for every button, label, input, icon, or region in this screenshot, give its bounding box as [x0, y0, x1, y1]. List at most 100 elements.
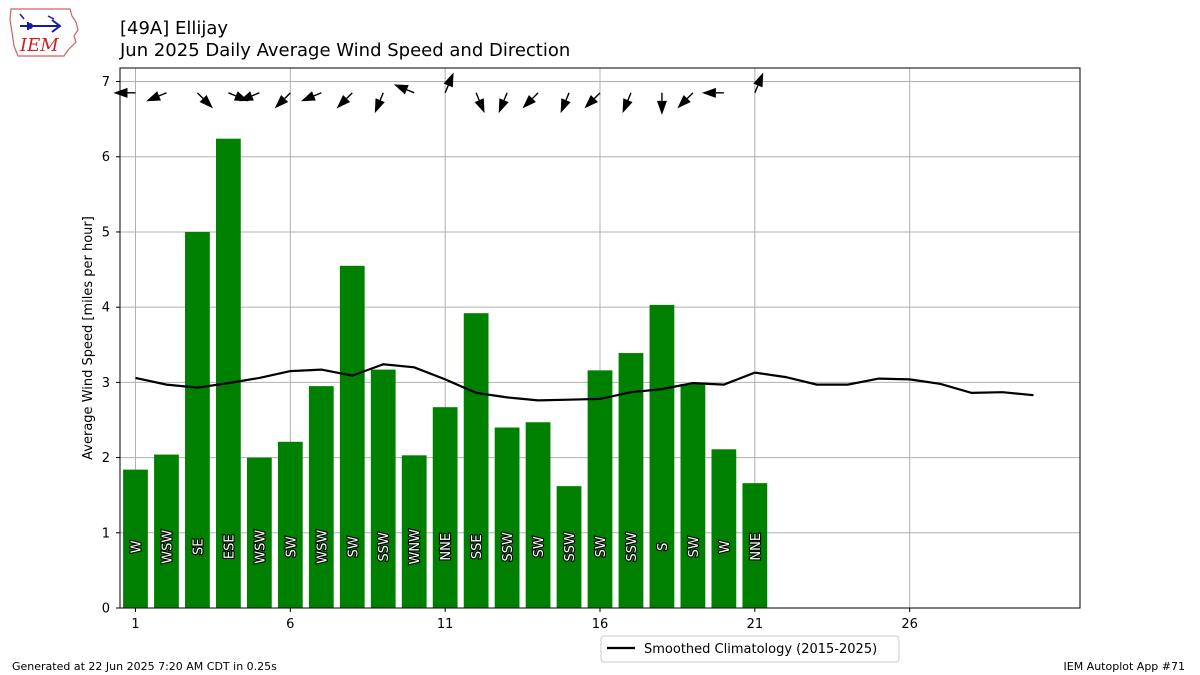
arrow-head: [443, 72, 454, 88]
arrow-head: [474, 98, 485, 114]
arrow-head: [498, 98, 509, 114]
direction-label: WSW: [315, 530, 330, 564]
direction-label: SSW: [501, 532, 516, 562]
wind-arrow: [274, 92, 291, 109]
app-note: IEM Autoplot App #71: [1063, 660, 1186, 673]
arrow-shaft: [503, 92, 508, 101]
arrow-shaft: [565, 92, 570, 101]
wind-arrow: [584, 92, 601, 109]
arrow-shaft: [228, 92, 237, 97]
climatology-line-group: [135, 363, 1034, 402]
bar: [370, 369, 396, 608]
arrow-shaft: [475, 92, 480, 101]
y-tick-label: 5: [102, 225, 110, 240]
direction-label: SW: [594, 536, 609, 557]
arrow-head: [336, 94, 351, 109]
arrow-head: [522, 94, 536, 109]
bar: [216, 138, 241, 608]
x-tick-label: 16: [592, 617, 609, 632]
wind-arrow: [622, 92, 633, 114]
y-axis-label: Average Wind Speed [miles per hour]: [81, 216, 96, 460]
bar: [494, 427, 520, 608]
bar: [123, 469, 148, 608]
direction-label: SSW: [377, 532, 392, 562]
x-tick-label: 26: [901, 617, 918, 632]
arrow-head: [701, 87, 716, 98]
wind-arrow: [498, 92, 509, 114]
wind-arrow: [239, 91, 260, 102]
direction-label: SW: [346, 536, 361, 557]
wind-arrow: [196, 92, 213, 109]
bar: [618, 353, 644, 608]
wind-arrow: [300, 91, 322, 102]
arrow-head: [274, 94, 289, 109]
bar: [154, 454, 179, 608]
x-tick-label: 21: [747, 617, 764, 632]
arrow-head: [584, 94, 598, 109]
direction-label: NNE: [749, 533, 764, 561]
bar: [742, 483, 768, 608]
y-tick-label: 4: [102, 301, 110, 316]
arrow-shaft: [196, 92, 204, 99]
direction-label: WSW: [160, 530, 175, 564]
arrow-head: [622, 98, 633, 114]
arrow-head: [393, 84, 409, 95]
arrow-shaft: [284, 92, 291, 99]
arrow-head: [199, 94, 213, 109]
generated-note: Generated at 22 Jun 2025 7:20 AM CDT in …: [12, 660, 277, 673]
bar: [401, 455, 427, 608]
bar: [680, 383, 706, 608]
bar: [432, 407, 458, 608]
arrow-head: [677, 94, 691, 109]
arrow-shaft: [346, 92, 353, 99]
y-tick-label: 2: [102, 451, 110, 466]
direction-label: W: [718, 540, 733, 553]
bar: [339, 265, 365, 608]
x-tick-label: 11: [437, 617, 454, 632]
arrow-shaft: [379, 92, 384, 101]
direction-label: WNW: [408, 529, 423, 565]
y-tick-label: 3: [102, 376, 110, 391]
y-tick-label: 0: [102, 602, 110, 617]
bar: [587, 370, 613, 608]
bar: [649, 304, 675, 608]
direction-label: W: [129, 540, 144, 553]
wind-arrow: [701, 87, 724, 98]
bar: [185, 231, 210, 608]
bar: [277, 441, 303, 608]
wind-arrow: [393, 84, 415, 95]
direction-label: ESE: [222, 534, 237, 559]
arrow-shaft: [627, 92, 632, 101]
wind-arrow: [336, 92, 353, 109]
direction-label: WSW: [253, 530, 268, 564]
legend-frame: [600, 635, 900, 663]
wind-arrow: [146, 91, 167, 102]
iem-logo-text: IEM: [19, 35, 59, 56]
wind-arrow: [443, 72, 454, 94]
arrow-shaft: [531, 92, 539, 99]
bar: [525, 422, 551, 608]
legend[interactable]: Smoothed Climatology (2015-2025): [600, 635, 900, 663]
arrow-shaft: [251, 92, 260, 97]
arrow-shaft: [686, 92, 694, 99]
wind-arrow: [677, 92, 694, 109]
wind-arrow: [113, 87, 136, 98]
direction-label: SE: [191, 539, 206, 555]
wind-arrow: [753, 72, 764, 94]
arrow-head: [300, 91, 316, 102]
arrow-shaft: [406, 89, 415, 94]
arrow-head: [146, 91, 161, 102]
y-tick-label: 1: [102, 526, 110, 541]
bar: [246, 457, 272, 608]
bar: [711, 449, 737, 608]
y-tick-label: 6: [102, 150, 110, 165]
chart-subtitle: Jun 2025 Daily Average Wind Speed and Di…: [120, 40, 571, 61]
wind-arrows: [113, 72, 764, 115]
direction-label: S: [656, 543, 671, 551]
arrow-head: [239, 91, 254, 102]
direction-labels: W WSW SE ESE WSW SW WSW SW SSW WNW NNE SSE SSW SW SSW S…: [128, 528, 765, 566]
arrow-head: [753, 72, 764, 88]
direction-label: SW: [284, 536, 299, 557]
